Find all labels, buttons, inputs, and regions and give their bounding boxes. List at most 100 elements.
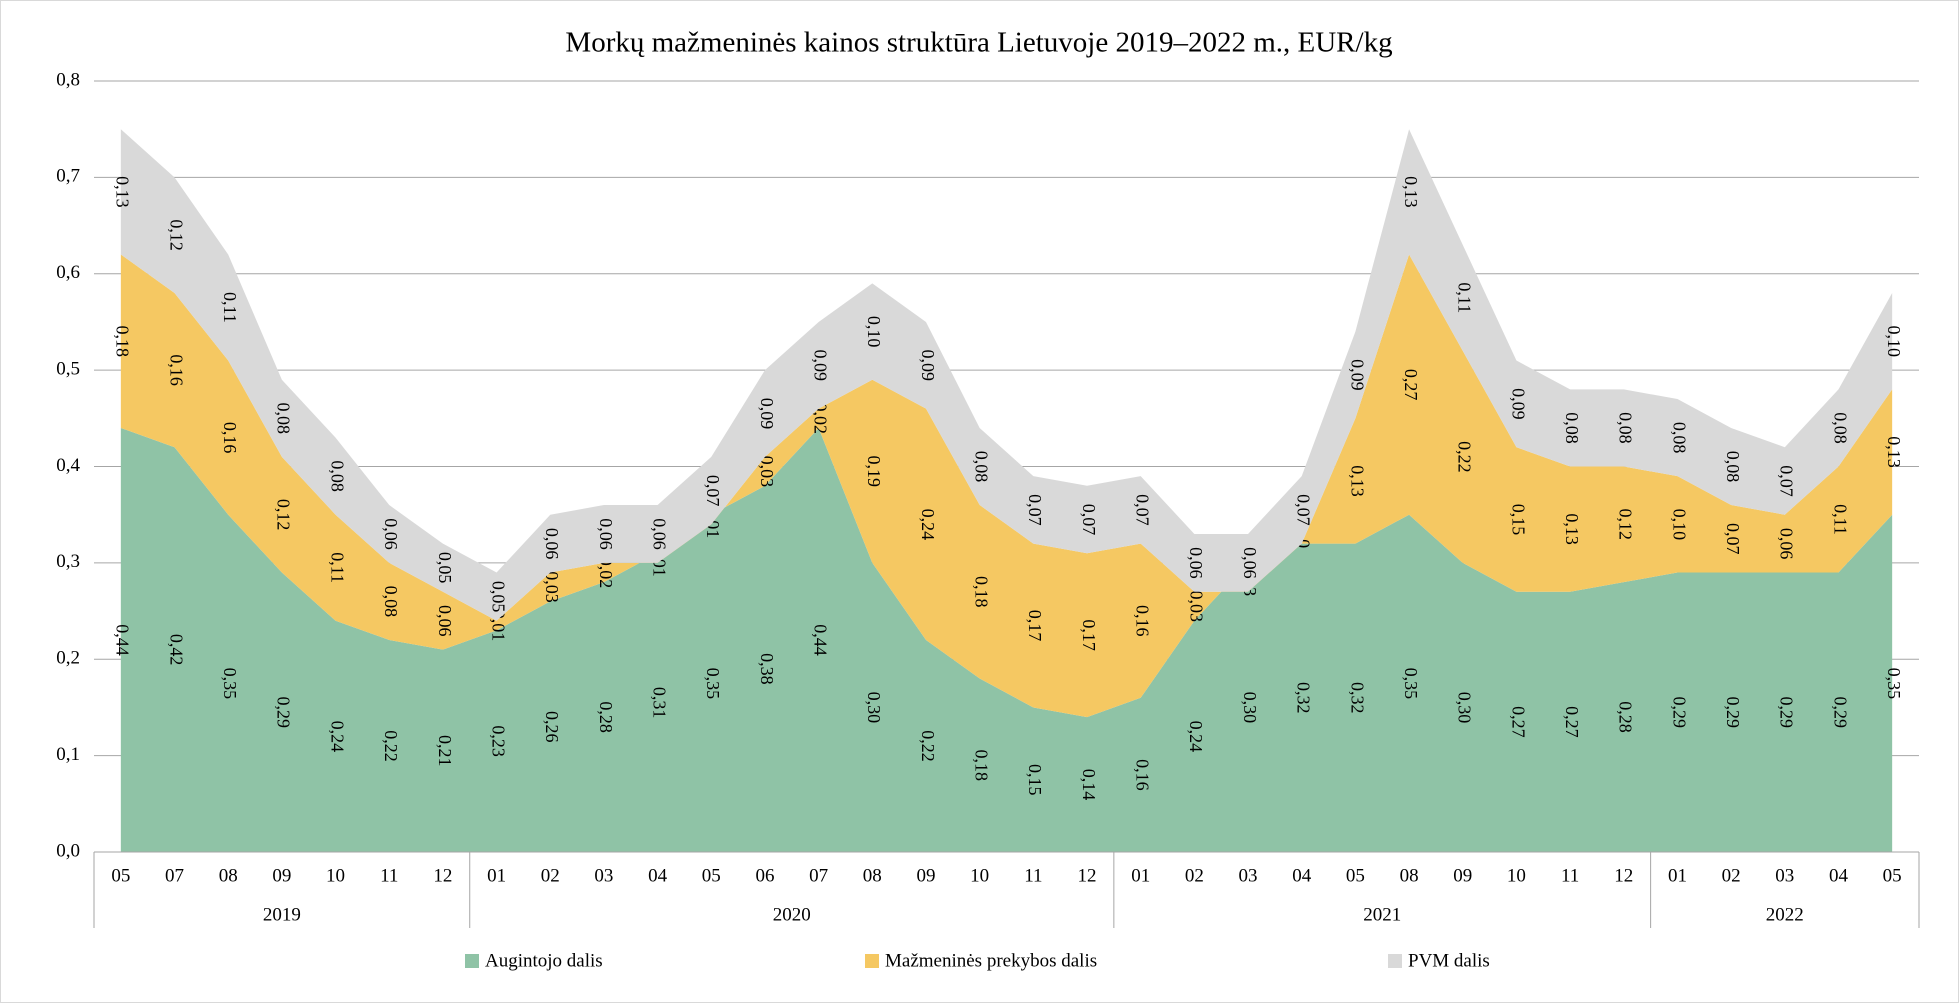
data-label: 0,08	[1562, 412, 1582, 444]
x-tick-label: 03	[1775, 865, 1794, 886]
x-tick-label: 05	[702, 865, 721, 886]
x-tick-label: 01	[1131, 865, 1150, 886]
data-label: 0,08	[1830, 412, 1850, 444]
x-tick-label: 12	[1078, 865, 1097, 886]
y-tick-label: 0,1	[56, 744, 80, 765]
data-label: 0,18	[972, 576, 992, 608]
data-label: 0,27	[1508, 706, 1528, 738]
data-label: 0,09	[1347, 359, 1367, 391]
data-label: 0,22	[918, 730, 938, 762]
x-tick-label: 09	[916, 865, 935, 886]
data-label: 0,22	[1455, 441, 1475, 473]
legend-label: Augintojo dalis	[485, 950, 603, 971]
data-label: 0,27	[1401, 369, 1421, 401]
chart-title: Morkų mažmeninės kainos struktūra Lietuv…	[565, 27, 1392, 59]
data-label: 0,08	[1723, 451, 1743, 483]
data-label: 0,03	[1186, 590, 1206, 622]
x-tick-label: 04	[1292, 865, 1312, 886]
data-label: 0,29	[1777, 697, 1797, 729]
data-label: 0,06	[1777, 528, 1797, 560]
data-label: 0,26	[542, 711, 562, 743]
data-label: 0,06	[381, 518, 401, 550]
x-tick-label: 05	[1883, 865, 1902, 886]
data-label: 0,06	[596, 518, 616, 550]
legend-label: Mažmeninės prekybos dalis	[885, 950, 1097, 971]
data-label: 0,17	[1079, 619, 1099, 651]
data-label: 0,08	[1669, 422, 1689, 454]
area	[120, 129, 1893, 621]
data-label: 0,09	[918, 350, 938, 382]
x-tick-label: 04	[648, 865, 668, 886]
data-label: 0,07	[1133, 494, 1153, 526]
data-label: 0,10	[1669, 509, 1689, 541]
x-tick-label: 12	[1614, 865, 1633, 886]
data-label: 0,31	[649, 687, 669, 719]
data-label: 0,11	[220, 292, 240, 323]
data-label: 0,08	[1616, 412, 1636, 444]
data-label: 0,07	[1294, 494, 1314, 526]
data-label: 0,30	[1455, 692, 1475, 724]
data-label: 0,08	[972, 451, 992, 483]
data-label: 0,24	[1186, 721, 1206, 753]
data-label: 0,29	[1830, 697, 1850, 729]
x-tick-label: 05	[111, 865, 130, 886]
data-label: 0,07	[703, 475, 723, 507]
data-label: 0,11	[1830, 504, 1850, 535]
data-label: 0,15	[1508, 504, 1528, 536]
data-label: 0,06	[1186, 547, 1206, 579]
x-tick-label: 12	[433, 865, 452, 886]
data-label: 0,13	[1884, 436, 1904, 468]
data-label: 0,08	[327, 460, 347, 492]
data-label: 0,17	[1025, 610, 1045, 642]
x-group-label: 2019	[263, 904, 301, 925]
y-tick-label: 0,5	[56, 358, 80, 379]
x-group-label: 2020	[773, 904, 811, 925]
data-label: 0,32	[1294, 682, 1314, 714]
data-label: 0,32	[1347, 682, 1367, 714]
data-label: 0,16	[166, 354, 186, 386]
x-tick-label: 01	[487, 865, 506, 886]
data-label: 0,06	[542, 528, 562, 560]
y-tick-label: 0,6	[56, 262, 80, 283]
x-tick-label: 05	[1346, 865, 1365, 886]
x-tick-label: 10	[326, 865, 345, 886]
data-label: 0,02	[596, 557, 616, 589]
data-label: 0,07	[1723, 523, 1743, 555]
data-label: 0,44	[811, 624, 831, 656]
y-tick-label: 0,7	[56, 166, 80, 187]
data-label: 0,09	[757, 398, 777, 430]
data-label: 0,42	[166, 634, 186, 666]
data-label: 0,35	[1884, 668, 1904, 700]
x-tick-label: 07	[165, 865, 184, 886]
data-label: 0,10	[1884, 325, 1904, 357]
x-group-label: 2021	[1363, 904, 1401, 925]
x-group-label: 2022	[1766, 904, 1804, 925]
x-tick-label: 03	[1239, 865, 1258, 886]
data-label: 0,12	[166, 219, 186, 251]
x-tick-label: 08	[863, 865, 882, 886]
y-tick-label: 0,4	[56, 455, 80, 476]
data-label: 0,13	[1347, 465, 1367, 497]
data-label: 0,24	[918, 509, 938, 541]
area	[120, 254, 1893, 718]
x-tick-label: 06	[755, 865, 774, 886]
data-label: 0,18	[113, 325, 133, 357]
legend-swatch	[1388, 954, 1402, 968]
data-label: 0,38	[757, 653, 777, 685]
y-tick-label: 0,3	[56, 551, 80, 572]
x-tick-label: 01	[1668, 865, 1687, 886]
x-tick-label: 08	[219, 865, 238, 886]
data-label: 0,29	[1723, 697, 1743, 729]
data-label: 0,35	[220, 668, 240, 700]
data-label: 0,21	[435, 735, 455, 767]
data-label: 0,23	[488, 725, 508, 757]
x-tick-label: 11	[1561, 865, 1579, 886]
x-tick-label: 03	[594, 865, 613, 886]
y-tick-label: 0,8	[56, 69, 80, 90]
data-label: 0,12	[274, 499, 294, 531]
x-tick-label: 07	[809, 865, 828, 886]
x-tick-label: 08	[1400, 865, 1419, 886]
data-label: 0,09	[1508, 388, 1528, 420]
